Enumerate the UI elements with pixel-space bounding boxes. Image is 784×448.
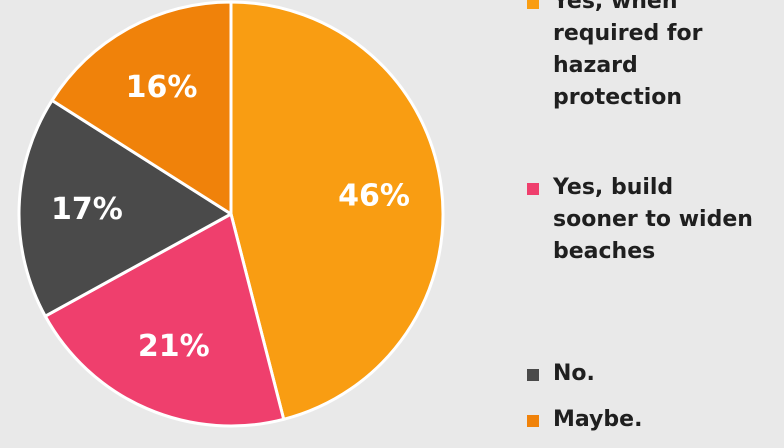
legend-label-no: No. xyxy=(553,361,595,386)
legend-label-hazard: Yes, when required for hazard protection xyxy=(553,0,703,110)
pie-slice-widen xyxy=(43,212,286,428)
pie-label-maybe: 16% xyxy=(126,70,198,105)
pie-slice-hazard xyxy=(229,0,445,421)
legend-label-widen: Yes, build sooner to widen beaches xyxy=(553,175,753,264)
legend-item-maybe: Maybe. xyxy=(527,404,777,436)
pie-slice-no xyxy=(17,98,233,318)
pie-label-hazard: 46% xyxy=(338,178,410,213)
legend-item-no: No. xyxy=(527,358,777,390)
pie-slice-maybe xyxy=(50,0,233,216)
pie-slices xyxy=(17,0,445,428)
legend-label-maybe: Maybe. xyxy=(553,407,643,432)
pie-labels: 46% 21% 17% 16% xyxy=(51,70,410,364)
legend-swatch-no xyxy=(527,369,539,381)
legend-swatch-widen xyxy=(527,183,539,195)
pie-label-widen: 21% xyxy=(138,329,210,364)
pie-label-no: 17% xyxy=(51,192,123,227)
legend-swatch-hazard xyxy=(527,0,539,9)
legend-swatch-maybe xyxy=(527,415,539,427)
legend-item-widen: Yes, build sooner to widen beaches xyxy=(527,172,777,268)
legend-item-hazard: Yes, when required for hazard protection xyxy=(527,0,777,114)
